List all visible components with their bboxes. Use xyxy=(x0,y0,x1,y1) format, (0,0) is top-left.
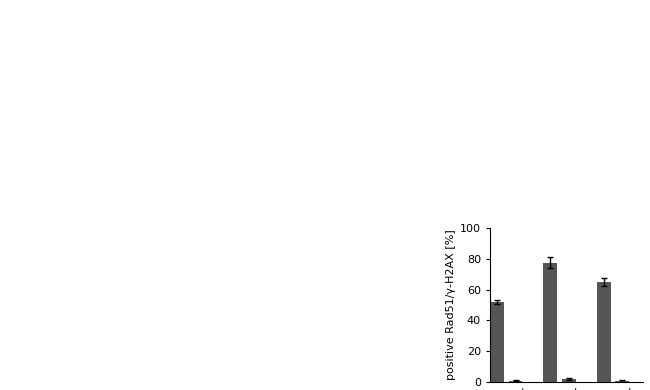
Bar xyxy=(508,381,523,382)
Bar xyxy=(490,302,504,382)
Bar xyxy=(562,379,576,382)
Bar xyxy=(615,381,629,382)
Bar xyxy=(543,262,557,382)
Y-axis label: positive Rad51/γ-H2AX [%]: positive Rad51/γ-H2AX [%] xyxy=(446,230,456,380)
Bar xyxy=(597,282,610,382)
